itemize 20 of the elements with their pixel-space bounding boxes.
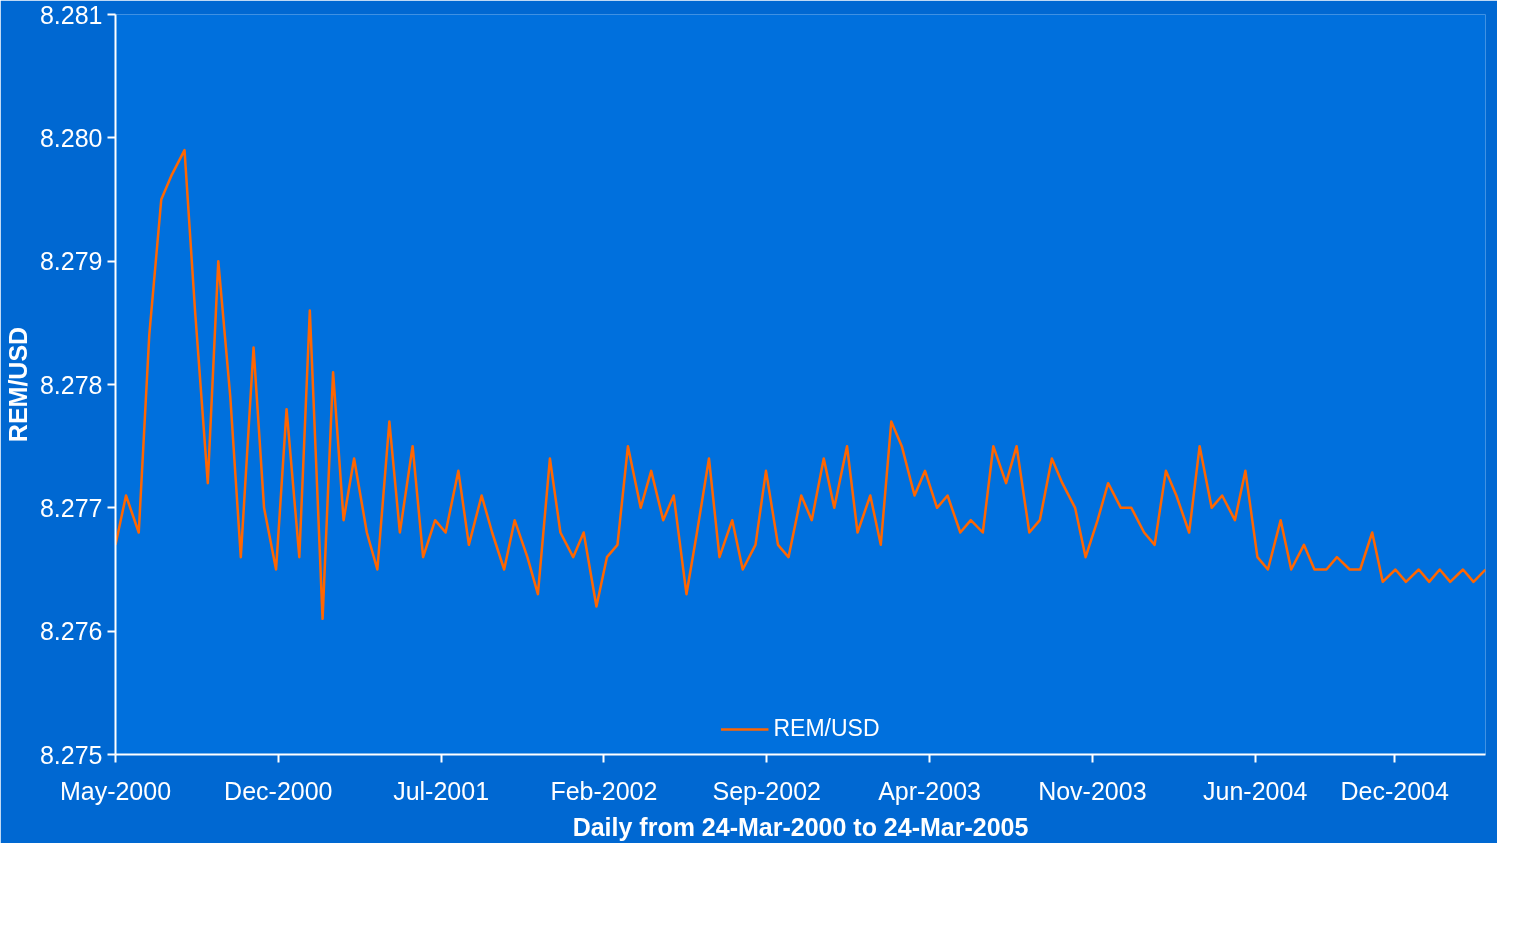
x-tick-label: Jun-2004 (1203, 776, 1308, 805)
legend-label: REM/USD (773, 715, 880, 742)
y-tick-label: 8.281 (39, 0, 103, 29)
line-series (115, 148, 1486, 621)
y-tick-label: 8.278 (39, 370, 103, 399)
y-tick-label: 8.276 (39, 617, 103, 646)
y-axis-title: REM/USD (3, 326, 32, 443)
y-tick-label: 8.279 (39, 247, 103, 276)
x-tick-label: May-2000 (59, 776, 172, 805)
y-tick-label: 8.275 (39, 740, 103, 769)
x-tick-label: Nov-2003 (1038, 776, 1147, 805)
x-tick-label: Apr-2003 (878, 776, 981, 805)
x-tick-label: Jul-2001 (393, 776, 490, 805)
x-tick-label: Sep-2002 (712, 776, 821, 805)
x-tick-label: Dec-2004 (1340, 776, 1450, 805)
x-tick-label: Feb-2002 (550, 776, 658, 805)
y-tick-label: 8.277 (39, 493, 103, 522)
x-tick-label: Dec-2000 (224, 776, 333, 805)
y-tick-label: 8.280 (39, 123, 103, 152)
x-axis-title: Daily from 24-Mar-2000 to 24-Mar-2005 (572, 812, 1029, 841)
